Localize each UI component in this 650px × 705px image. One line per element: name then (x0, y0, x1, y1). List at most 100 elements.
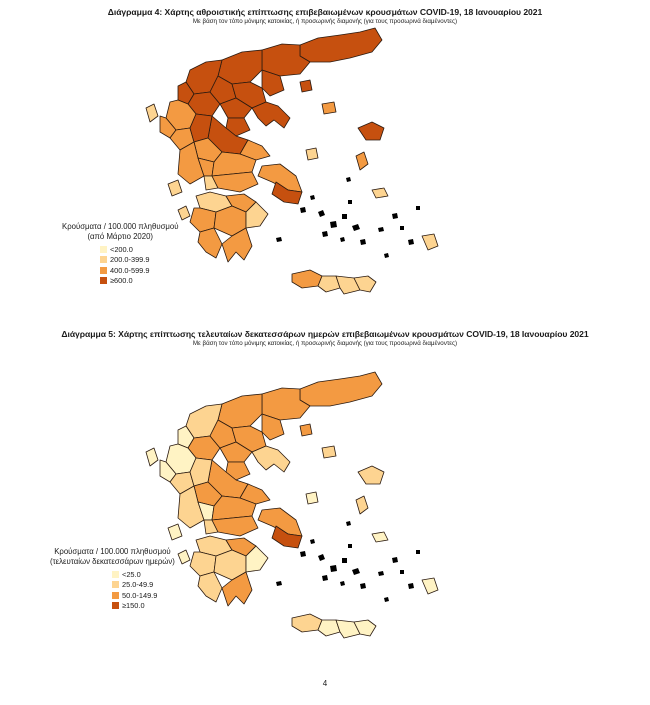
region-skyros (305, 147, 319, 161)
region-chania (291, 613, 323, 633)
region-lesvos (357, 465, 385, 485)
region-heraklion (335, 619, 361, 639)
region-limnos (321, 101, 337, 115)
legend-item: 25.0-49.9 (112, 580, 175, 591)
page-number: 4 (322, 679, 328, 688)
region-chania (291, 269, 323, 289)
region-kefalonia (167, 179, 183, 197)
region-corfu (145, 103, 159, 123)
island-shape (348, 544, 352, 548)
legend-item: <25.0 (112, 569, 175, 580)
region-imathia (219, 97, 253, 119)
region-thasos (299, 423, 313, 437)
legend-swatch (112, 581, 119, 589)
region-rhodes (421, 577, 439, 595)
region-viotia (211, 171, 259, 193)
region-lesvos (357, 121, 385, 141)
region-lakonia (221, 227, 253, 263)
region-pieria (225, 461, 251, 481)
legend-swatch (100, 256, 107, 264)
small-islands-cumulative (276, 177, 420, 258)
map-regions-cumulative (145, 27, 439, 295)
region-rhodes (421, 233, 439, 251)
legend-swatch (100, 277, 107, 285)
legend-item: 200.0-399.9 (100, 255, 179, 266)
island-shape (342, 214, 347, 219)
greece-map-14day (145, 371, 439, 639)
legend-label: <25.0 (122, 569, 141, 579)
region-imathia (219, 441, 253, 463)
legend-title-line1: Κρούσματα / 100.000 πληθυσμού (54, 547, 171, 556)
island-shape (318, 210, 325, 217)
island-shape (400, 570, 404, 574)
legend-item: 400.0-599.9 (100, 265, 179, 276)
legend-swatch (112, 570, 119, 578)
region-central-macedonia-north (217, 393, 263, 429)
island-shape (342, 558, 347, 563)
island-shape (384, 253, 389, 258)
island-shape (348, 200, 352, 204)
island-shape (318, 554, 325, 561)
region-argolida (245, 201, 269, 229)
island-shape (276, 237, 282, 242)
legend-label: 50.0-149.9 (122, 590, 158, 600)
region-zakynthos (177, 205, 191, 221)
island-shape (392, 213, 398, 219)
legend-swatch (100, 266, 107, 274)
region-attica (271, 525, 303, 549)
island-shape (276, 581, 282, 586)
region-lasithi (353, 619, 377, 637)
region-magnesia (239, 139, 271, 161)
region-rethymno (317, 275, 341, 293)
island-shape (378, 571, 384, 576)
island-shape (330, 221, 337, 228)
region-attica (271, 181, 303, 205)
island-shape (352, 568, 360, 575)
island-shape (340, 581, 345, 586)
island-shape (300, 207, 306, 213)
region-argolida (245, 545, 269, 573)
small-islands-14day (276, 521, 420, 602)
island-shape (310, 539, 315, 544)
legend-label: 25.0-49.9 (122, 580, 154, 590)
island-shape (346, 521, 351, 526)
legend-item: ≥150.0 (112, 601, 175, 612)
region-corfu (145, 447, 159, 467)
region-rethymno (317, 619, 341, 637)
island-shape (378, 227, 384, 232)
island-shape (346, 177, 351, 182)
map-title-14day: Διάγραμμα 5: Χάρτης επίπτωσης τελευταίων… (61, 329, 589, 339)
island-shape (310, 195, 315, 200)
region-heraklion (335, 275, 361, 295)
island-shape (408, 239, 414, 245)
island-shape (340, 237, 345, 242)
legend-title-line2: (από Μάρτιο 2020) (87, 232, 154, 241)
island-shape (330, 565, 337, 572)
region-halkidiki (251, 101, 291, 129)
island-shape (322, 575, 328, 581)
legend-title-line1: Κρούσματα / 100.000 πληθυσμού (62, 222, 179, 231)
map-regions-14day (145, 371, 439, 639)
region-viotia (211, 515, 259, 537)
region-kefalonia (167, 523, 183, 541)
legend-cumulative: Κρούσματα / 100.000 πληθυσμού (από Μάρτι… (62, 222, 179, 286)
region-lakonia (221, 571, 253, 607)
island-shape (300, 551, 306, 557)
island-shape (360, 583, 366, 589)
region-skyros (305, 491, 319, 505)
region-chios (355, 495, 369, 515)
island-shape (416, 550, 420, 554)
map-title-cumulative: Διάγραμμα 4: Χάρτης αθροιστικής επίπτωση… (107, 7, 543, 17)
legend-label: ≥600.0 (110, 276, 133, 286)
map-subtitle-14day: Με βάση τον τόπο μόνιμης κατοικίας, ή πρ… (192, 340, 458, 347)
region-messinia (197, 227, 223, 259)
island-shape (384, 597, 389, 602)
region-magnesia (239, 483, 271, 505)
region-serres (261, 413, 285, 441)
island-shape (416, 206, 420, 210)
island-shape (400, 226, 404, 230)
region-pieria (225, 117, 251, 137)
region-chios (355, 151, 369, 171)
region-halkidiki (251, 445, 291, 473)
legend-label: ≥150.0 (122, 601, 145, 611)
